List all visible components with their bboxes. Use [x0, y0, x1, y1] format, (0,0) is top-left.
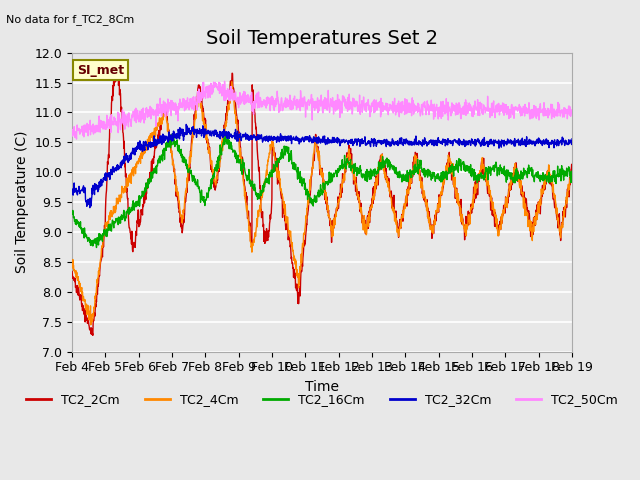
X-axis label: Time: Time: [305, 380, 339, 394]
Legend: TC2_2Cm, TC2_4Cm, TC2_16Cm, TC2_32Cm, TC2_50Cm: TC2_2Cm, TC2_4Cm, TC2_16Cm, TC2_32Cm, TC…: [21, 388, 623, 411]
Title: Soil Temperatures Set 2: Soil Temperatures Set 2: [206, 29, 438, 48]
Text: No data for f_TC2_8Cm: No data for f_TC2_8Cm: [6, 14, 134, 25]
Y-axis label: Soil Temperature (C): Soil Temperature (C): [15, 131, 29, 274]
Text: SI_met: SI_met: [77, 64, 124, 77]
